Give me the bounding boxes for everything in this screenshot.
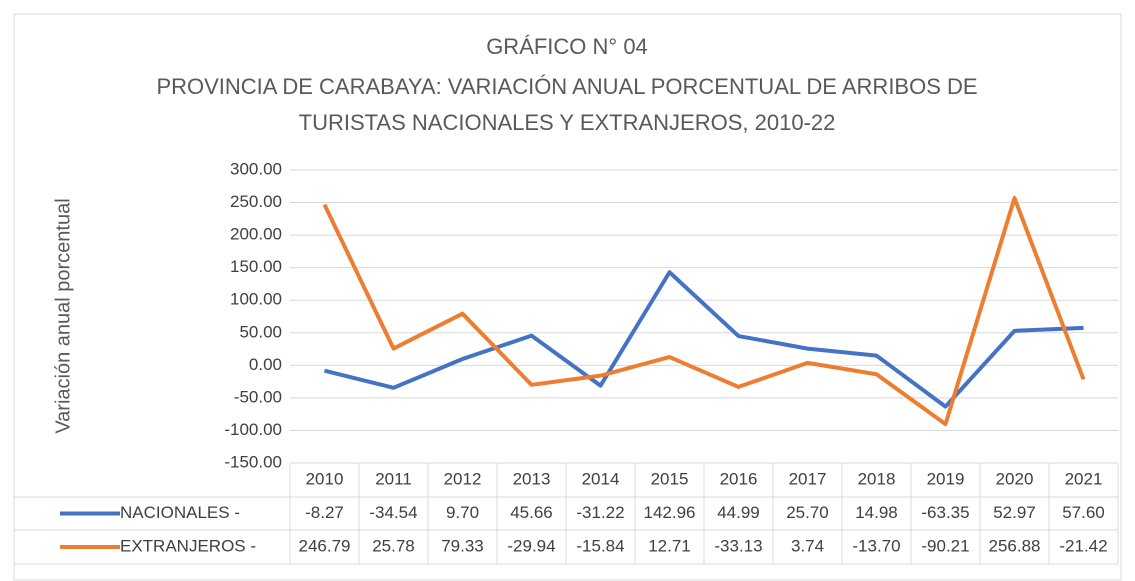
table-value: 45.66	[510, 503, 553, 522]
y-tick-label: 150.00	[230, 257, 282, 276]
table-value: 142.96	[644, 503, 696, 522]
y-axis-label: Variación anual porcentual	[52, 198, 74, 433]
table-value: 25.70	[786, 503, 829, 522]
table-value: 52.97	[993, 503, 1036, 522]
table-value: 256.88	[989, 536, 1041, 555]
y-tick-label: 250.00	[230, 192, 282, 211]
series-line	[324, 270, 1084, 409]
x-tick-label: 2014	[582, 469, 620, 488]
table-value: 246.79	[299, 536, 351, 555]
chart-subtitle: TURISTAS NACIONALES Y EXTRANJEROS, 2010-…	[299, 110, 836, 135]
y-tick-label: 0.00	[249, 355, 282, 374]
chart-border	[13, 13, 1122, 581]
table-value: -34.54	[369, 503, 417, 522]
table-value: 57.60	[1062, 503, 1105, 522]
table-value: -33.13	[714, 536, 762, 555]
x-tick-label: 2010	[306, 469, 344, 488]
y-tick-label: -100.00	[224, 420, 282, 439]
table-value: -15.84	[576, 536, 624, 555]
table-value: -90.21	[921, 536, 969, 555]
x-tick-label: 2013	[513, 469, 551, 488]
table-value: -31.22	[576, 503, 624, 522]
x-tick-label: 2012	[444, 469, 482, 488]
x-tick-label: 2017	[789, 469, 827, 488]
table-value: -29.94	[507, 536, 555, 555]
x-tick-label: 2018	[858, 469, 896, 488]
table-value: -8.27	[305, 503, 344, 522]
x-tick-label: 2016	[720, 469, 758, 488]
y-tick-label: -50.00	[234, 387, 282, 406]
x-tick-label: 2021	[1065, 469, 1103, 488]
table-value: 14.98	[855, 503, 898, 522]
chart-subtitle: PROVINCIA DE CARABAYA: VARIACIÓN ANUAL P…	[156, 74, 977, 99]
legend-label: EXTRANJEROS -	[120, 536, 256, 555]
x-tick-label: 2011	[375, 469, 412, 488]
y-tick-label: 50.00	[239, 322, 282, 341]
table-value: 9.70	[446, 503, 479, 522]
table-value: 79.33	[441, 536, 484, 555]
table-value: -21.42	[1059, 536, 1107, 555]
table-value: 3.74	[791, 536, 824, 555]
x-tick-label: 2019	[927, 469, 965, 488]
table-value: -13.70	[852, 536, 900, 555]
y-tick-label: -150.00	[224, 452, 282, 471]
series-line	[322, 196, 1086, 427]
x-tick-label: 2020	[996, 469, 1034, 488]
table-value: 12.71	[648, 536, 691, 555]
y-tick-label: 200.00	[230, 225, 282, 244]
y-tick-label: 300.00	[230, 159, 282, 178]
x-tick-label: 2015	[651, 469, 689, 488]
legend-label: NACIONALES -	[120, 503, 240, 522]
table-value: -63.35	[921, 503, 969, 522]
y-tick-label: 100.00	[230, 290, 282, 309]
table-value: 44.99	[717, 503, 760, 522]
table-value: 25.78	[372, 536, 415, 555]
chart-title: GRÁFICO N° 04	[486, 34, 648, 59]
